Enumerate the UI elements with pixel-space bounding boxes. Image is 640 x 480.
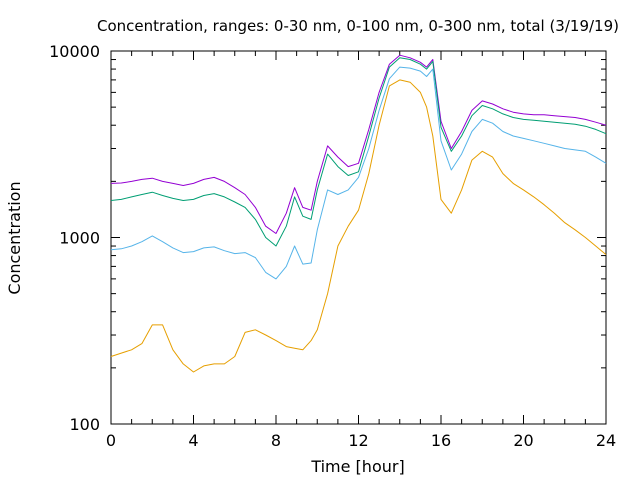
plot-frame	[110, 50, 607, 425]
y-tick-label: 10000	[49, 42, 100, 61]
series-line-2	[110, 57, 607, 247]
y-axis-label: Concentration	[5, 181, 24, 294]
x-tick-label: 8	[271, 431, 281, 450]
x-tick-label: 4	[188, 431, 198, 450]
series-line-3	[110, 66, 607, 280]
y-tick-label: 100	[69, 415, 100, 434]
x-axis-label: Time [hour]	[310, 457, 404, 476]
series-line-4	[110, 79, 607, 373]
x-tick-label: 20	[513, 431, 533, 450]
x-tick-label: 12	[348, 431, 368, 450]
axis-ticks	[110, 50, 607, 425]
series-line-1	[110, 54, 607, 234]
x-tick-label: 24	[596, 431, 616, 450]
tick-labels: 0 4 8 12 16 20 24 100 1000 10000	[49, 42, 616, 450]
data-series	[110, 54, 607, 373]
x-tick-label: 16	[431, 431, 451, 450]
y-tick-label: 1000	[59, 229, 100, 248]
chart-title: Concentration, ranges: 0-30 nm, 0-100 nm…	[97, 17, 619, 35]
x-tick-label: 0	[106, 431, 116, 450]
